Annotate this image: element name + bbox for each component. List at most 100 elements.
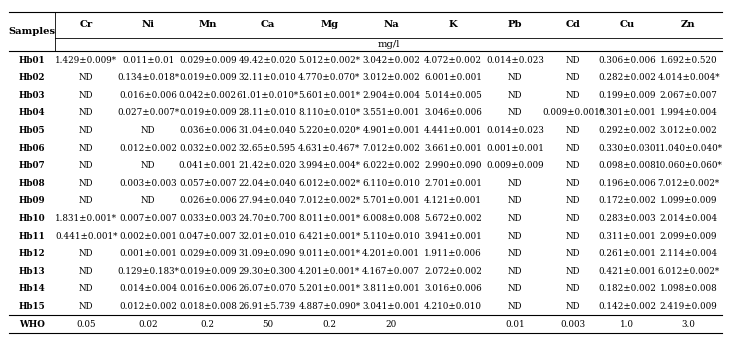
Text: 6.421±0.001*: 6.421±0.001* — [298, 231, 360, 240]
Text: mg/l: mg/l — [378, 40, 400, 49]
Text: 0.129±0.183*: 0.129±0.183* — [117, 267, 179, 276]
Text: 0.2: 0.2 — [201, 319, 214, 329]
Text: 4.887±0.090*: 4.887±0.090* — [298, 302, 360, 311]
Text: 0.330±0.030: 0.330±0.030 — [599, 144, 656, 153]
Text: 0.007±0.007: 0.007±0.007 — [119, 214, 177, 223]
Text: Hb01: Hb01 — [19, 56, 45, 65]
Text: 0.05: 0.05 — [77, 319, 96, 329]
Text: Zn: Zn — [681, 20, 695, 29]
Text: 0.026±0.006: 0.026±0.006 — [179, 196, 236, 205]
Text: 0.032±0.002: 0.032±0.002 — [179, 144, 236, 153]
Text: 6.022±0.002: 6.022±0.002 — [362, 161, 420, 170]
Text: 0.001±0.001: 0.001±0.001 — [486, 144, 544, 153]
Text: Hb04: Hb04 — [19, 109, 45, 118]
Text: 4.631±0.467*: 4.631±0.467* — [298, 144, 360, 153]
Text: ND: ND — [141, 126, 155, 135]
Text: 0.311±0.001: 0.311±0.001 — [599, 231, 656, 240]
Text: 4.210±0.010: 4.210±0.010 — [424, 302, 482, 311]
Text: Hb06: Hb06 — [19, 144, 45, 153]
Text: ND: ND — [566, 179, 580, 188]
Text: 0.014±0.023: 0.014±0.023 — [486, 126, 544, 135]
Text: Mn: Mn — [198, 20, 217, 29]
Text: WHO: WHO — [19, 319, 45, 329]
Text: K: K — [449, 20, 458, 29]
Text: 7.012±0.002*: 7.012±0.002* — [657, 179, 720, 188]
Text: 0.283±0.003: 0.283±0.003 — [599, 214, 656, 223]
Text: 4.770±0.070*: 4.770±0.070* — [298, 73, 360, 82]
Text: 1.831±0.001*: 1.831±0.001* — [56, 214, 117, 223]
Text: ND: ND — [79, 73, 94, 82]
Text: ND: ND — [508, 73, 522, 82]
Text: 24.70±0.700: 24.70±0.700 — [239, 214, 296, 223]
Text: 0.306±0.006: 0.306±0.006 — [599, 56, 656, 65]
Text: 5.012±0.002*: 5.012±0.002* — [299, 56, 360, 65]
Text: 0.098±0.008: 0.098±0.008 — [599, 161, 656, 170]
Text: 0.142±0.002: 0.142±0.002 — [598, 302, 657, 311]
Text: 0.012±0.002: 0.012±0.002 — [119, 144, 177, 153]
Text: Hb02: Hb02 — [19, 73, 45, 82]
Text: ND: ND — [79, 179, 94, 188]
Text: 3.551±0.001: 3.551±0.001 — [362, 109, 420, 118]
Text: 2.904±0.004: 2.904±0.004 — [362, 91, 420, 100]
Text: 0.016±0.006: 0.016±0.006 — [119, 91, 177, 100]
Text: 4.072±0.002: 4.072±0.002 — [424, 56, 482, 65]
Text: ND: ND — [508, 231, 522, 240]
Text: 21.42±0.020: 21.42±0.020 — [239, 161, 296, 170]
Text: 0.441±0.001*: 0.441±0.001* — [55, 231, 118, 240]
Text: 0.199±0.009: 0.199±0.009 — [599, 91, 656, 100]
Text: 0.014±0.023: 0.014±0.023 — [486, 56, 544, 65]
Text: ND: ND — [566, 73, 580, 82]
Text: 3.941±0.001: 3.941±0.001 — [424, 231, 482, 240]
Text: 2.099±0.009: 2.099±0.009 — [660, 231, 717, 240]
Text: ND: ND — [79, 161, 94, 170]
Text: ND: ND — [79, 302, 94, 311]
Text: 3.012±0.002: 3.012±0.002 — [660, 126, 717, 135]
Text: 6.012±0.002*: 6.012±0.002* — [657, 267, 720, 276]
Text: Hb12: Hb12 — [19, 249, 45, 258]
Text: 7.012±0.002*: 7.012±0.002* — [298, 196, 360, 205]
Text: 0.041±0.001: 0.041±0.001 — [179, 161, 237, 170]
Text: Ni: Ni — [142, 20, 154, 29]
Text: ND: ND — [566, 126, 580, 135]
Text: 0.261±0.001: 0.261±0.001 — [598, 249, 657, 258]
Text: Hb14: Hb14 — [18, 284, 45, 293]
Text: ND: ND — [79, 109, 94, 118]
Text: 10.060±0.060*: 10.060±0.060* — [654, 161, 722, 170]
Text: 27.94±0.040: 27.94±0.040 — [239, 196, 296, 205]
Text: 2.072±0.002: 2.072±0.002 — [424, 267, 482, 276]
Text: 26.91±5.739: 26.91±5.739 — [239, 302, 296, 311]
Text: 2.701±0.001: 2.701±0.001 — [424, 179, 482, 188]
Text: 11.040±0.040*: 11.040±0.040* — [654, 144, 722, 153]
Text: 0.057±0.007: 0.057±0.007 — [179, 179, 236, 188]
Text: 0.301±0.001: 0.301±0.001 — [599, 109, 656, 118]
Text: 8.011±0.001*: 8.011±0.001* — [298, 214, 360, 223]
Text: 32.01±0.010: 32.01±0.010 — [239, 231, 296, 240]
Text: 32.11±0.010: 32.11±0.010 — [239, 73, 296, 82]
Text: Hb05: Hb05 — [19, 126, 45, 135]
Text: 22.04±0.040: 22.04±0.040 — [239, 179, 296, 188]
Text: 4.201±0.001*: 4.201±0.001* — [298, 267, 360, 276]
Text: Hb08: Hb08 — [19, 179, 45, 188]
Text: 0.01: 0.01 — [505, 319, 525, 329]
Text: Samples: Samples — [9, 27, 56, 36]
Text: 0.196±0.006: 0.196±0.006 — [599, 179, 656, 188]
Text: ND: ND — [79, 91, 94, 100]
Text: ND: ND — [508, 196, 522, 205]
Text: 4.201±0.001: 4.201±0.001 — [362, 249, 420, 258]
Text: 4.901±0.001: 4.901±0.001 — [362, 126, 420, 135]
Text: 1.994±0.004: 1.994±0.004 — [660, 109, 717, 118]
Text: ND: ND — [508, 302, 522, 311]
Text: ND: ND — [79, 196, 94, 205]
Text: Hb13: Hb13 — [19, 267, 45, 276]
Text: 31.04±0.040: 31.04±0.040 — [239, 126, 296, 135]
Text: 5.220±0.020*: 5.220±0.020* — [299, 126, 360, 135]
Text: 5.672±0.002: 5.672±0.002 — [424, 214, 482, 223]
Text: 4.167±0.007: 4.167±0.007 — [362, 267, 420, 276]
Text: 3.042±0.002: 3.042±0.002 — [362, 56, 420, 65]
Text: 0.2: 0.2 — [322, 319, 336, 329]
Text: Hb15: Hb15 — [18, 302, 45, 311]
Text: ND: ND — [566, 231, 580, 240]
Text: 31.09±0.090: 31.09±0.090 — [239, 249, 296, 258]
Text: 6.012±0.002*: 6.012±0.002* — [298, 179, 360, 188]
Text: 28.11±0.010: 28.11±0.010 — [239, 109, 296, 118]
